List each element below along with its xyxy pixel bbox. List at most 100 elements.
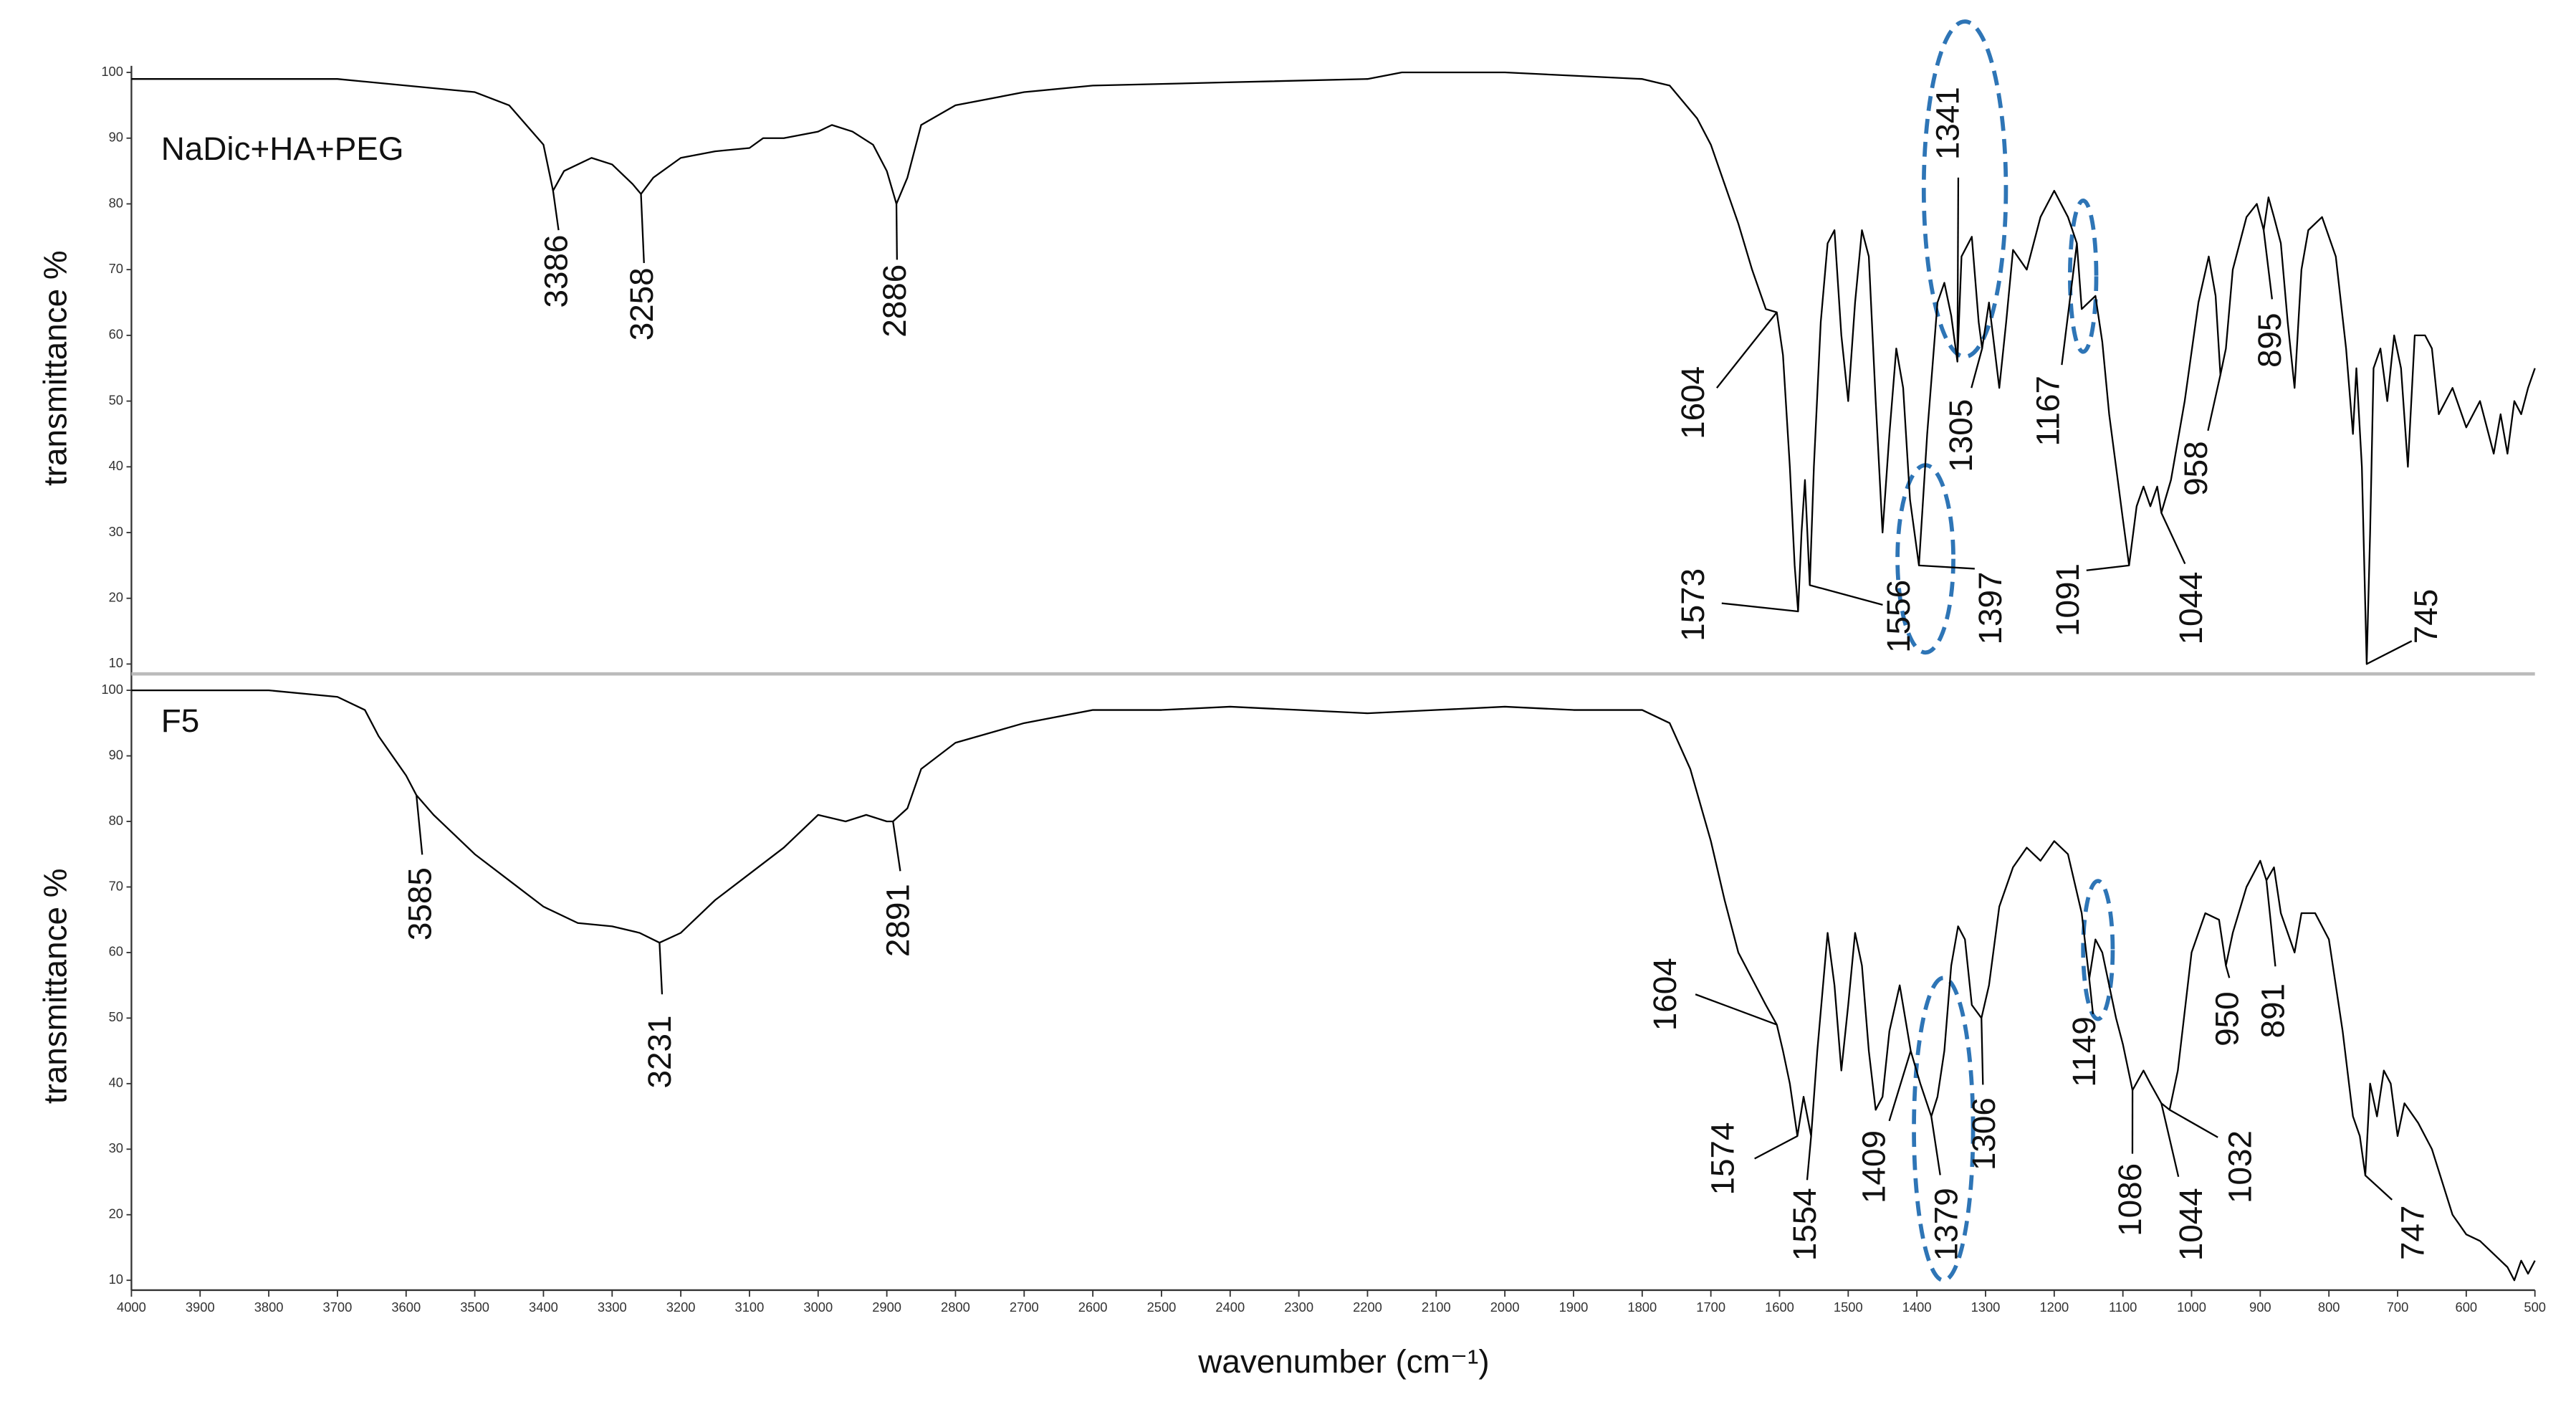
x-tick-label: 4000 bbox=[117, 1300, 146, 1315]
peak-leader bbox=[1930, 1116, 1941, 1176]
x-tick-label: 2000 bbox=[1490, 1300, 1520, 1315]
x-tick-label: 2400 bbox=[1215, 1300, 1245, 1315]
peak-leader bbox=[1888, 1050, 1912, 1122]
peak-label: 1574 bbox=[1703, 1122, 1741, 1196]
peak-label: 1554 bbox=[1786, 1188, 1823, 1261]
x-tick-label: 3600 bbox=[391, 1300, 421, 1315]
peak-leader bbox=[2160, 512, 2186, 565]
peak-leader bbox=[1806, 1135, 1812, 1181]
peak-leader bbox=[2169, 1109, 2218, 1138]
x-tick-label: 2100 bbox=[1422, 1300, 1451, 1315]
peak-label: 2891 bbox=[879, 884, 916, 957]
spectrum-line bbox=[131, 71, 2536, 665]
x-tick-label: 2200 bbox=[1353, 1300, 1382, 1315]
x-tick-label: 2500 bbox=[1147, 1300, 1177, 1315]
x-tick-label: 2300 bbox=[1284, 1300, 1313, 1315]
peak-leader bbox=[2207, 374, 2221, 431]
x-tick-label: 3100 bbox=[735, 1300, 765, 1315]
peak-leader bbox=[2061, 243, 2078, 366]
peak-label: 1379 bbox=[1927, 1188, 1964, 1261]
x-tick-label: 2600 bbox=[1078, 1300, 1108, 1315]
peak-label: 747 bbox=[2393, 1205, 2431, 1260]
peak-label: 891 bbox=[2254, 983, 2292, 1039]
peak-label: 1604 bbox=[1646, 958, 1683, 1031]
y-tick-label: 80 bbox=[109, 195, 123, 210]
peak-leader bbox=[640, 194, 645, 264]
y-tick-label: 40 bbox=[109, 1075, 123, 1090]
peak-label: 1044 bbox=[2172, 571, 2209, 644]
x-tick-label: 1600 bbox=[1765, 1300, 1794, 1315]
peak-label: 1091 bbox=[2049, 563, 2086, 636]
peak-leader bbox=[1695, 993, 1778, 1026]
y-tick-label: 50 bbox=[109, 1009, 123, 1024]
y-tick-label: 50 bbox=[109, 392, 123, 407]
peak-leader bbox=[1918, 564, 1975, 570]
x-tick-label: 1900 bbox=[1559, 1300, 1589, 1315]
peak-label: 950 bbox=[2208, 991, 2245, 1046]
y-tick-label: 20 bbox=[109, 590, 123, 605]
x-tick-label: 3000 bbox=[803, 1300, 833, 1315]
x-tick-label: 3300 bbox=[598, 1300, 627, 1315]
peak-leader bbox=[1971, 348, 1983, 388]
peak-leader bbox=[1716, 312, 1778, 388]
x-tick-label: 3900 bbox=[186, 1300, 215, 1315]
peak-leader bbox=[415, 795, 423, 855]
panel-title: F5 bbox=[161, 702, 200, 739]
y-tick-label: 10 bbox=[109, 655, 123, 670]
peak-label: 1032 bbox=[2221, 1130, 2259, 1203]
x-tick-label: 600 bbox=[2456, 1300, 2478, 1315]
peak-leader bbox=[2365, 1175, 2393, 1201]
x-tick-label: 800 bbox=[2318, 1300, 2340, 1315]
peak-label: 1573 bbox=[1674, 568, 1711, 642]
y-tick-label: 100 bbox=[101, 64, 123, 79]
y-tick-label: 70 bbox=[109, 878, 123, 893]
peak-label: 3231 bbox=[641, 1015, 678, 1088]
peak-leader bbox=[2160, 1103, 2180, 1178]
y-tick-label: 90 bbox=[109, 747, 123, 762]
x-tick-label: 3200 bbox=[666, 1300, 696, 1315]
x-tick-label: 2900 bbox=[872, 1300, 901, 1315]
peak-label: 3386 bbox=[537, 234, 575, 307]
peak-leader bbox=[1754, 1135, 1798, 1160]
peak-label: 1604 bbox=[1674, 366, 1711, 439]
x-tick-label: 2700 bbox=[1010, 1300, 1039, 1315]
peak-leader bbox=[552, 190, 560, 231]
peak-label: 1341 bbox=[1929, 87, 1966, 160]
peak-label: 1086 bbox=[2111, 1163, 2148, 1236]
x-tick-label: 1000 bbox=[2177, 1300, 2206, 1315]
y-tick-label: 100 bbox=[101, 682, 123, 697]
peak-label: 2886 bbox=[876, 264, 913, 338]
peak-label: 958 bbox=[2177, 441, 2214, 496]
x-tick-label: 2800 bbox=[941, 1300, 970, 1315]
x-tick-label: 500 bbox=[2524, 1300, 2546, 1315]
x-axis-title: wavenumber (cm⁻¹) bbox=[1197, 1343, 1489, 1380]
peak-leader bbox=[2086, 564, 2130, 571]
highlight-ellipse bbox=[2081, 879, 2115, 1021]
peak-label: 1306 bbox=[1965, 1097, 2002, 1170]
y-axis-title: transmittance % bbox=[36, 868, 73, 1104]
peak-label: 895 bbox=[2251, 313, 2288, 367]
x-tick-label: 1200 bbox=[2039, 1300, 2069, 1315]
peak-leader bbox=[2225, 965, 2231, 978]
peak-leader bbox=[892, 821, 901, 872]
peak-label: 1167 bbox=[2029, 376, 2066, 447]
peak-leader bbox=[2088, 978, 2094, 1014]
x-tick-label: 1300 bbox=[1971, 1300, 2001, 1315]
x-tick-label: 1700 bbox=[1696, 1300, 1725, 1315]
peak-leader bbox=[2366, 640, 2413, 665]
x-tick-label: 900 bbox=[2249, 1300, 2271, 1315]
y-tick-label: 60 bbox=[109, 944, 123, 959]
peak-leader bbox=[2265, 880, 2276, 967]
peak-label: 1409 bbox=[1854, 1130, 1892, 1203]
y-tick-label: 40 bbox=[109, 458, 123, 473]
y-tick-label: 10 bbox=[109, 1272, 123, 1287]
peak-label: 1044 bbox=[2172, 1188, 2209, 1261]
highlight-ellipse bbox=[1912, 976, 1976, 1283]
x-tick-label: 3500 bbox=[460, 1300, 489, 1315]
peak-leader bbox=[895, 204, 898, 260]
x-tick-label: 1800 bbox=[1627, 1300, 1657, 1315]
y-tick-label: 80 bbox=[109, 813, 123, 828]
